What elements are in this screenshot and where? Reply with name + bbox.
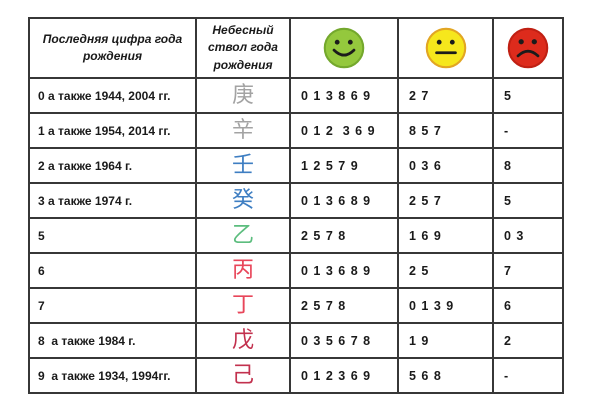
neutral-cell: 1 6 9 [397, 217, 494, 254]
neutral-cell: 1 9 [397, 322, 494, 359]
table-row: 2 а также 1964 г. 壬 1 2 5 7 9 0 3 6 8 [28, 147, 564, 184]
header-neutral [397, 17, 494, 79]
unfavorable-cell: 7 [492, 252, 564, 289]
favorable-cell: 0 1 3 8 6 9 [289, 77, 399, 114]
year-cell: 7 [28, 287, 197, 324]
neutral-cell: 2 5 7 [397, 182, 494, 219]
favorable-cell: 0 1 2 3 6 9 [289, 357, 399, 394]
year-cell: 6 [28, 252, 197, 289]
stem-cell: 丙 [195, 252, 291, 289]
table-row: 8 а также 1984 г. 戊 0 3 5 6 7 8 1 9 2 [28, 322, 564, 359]
neutral-cell: 0 3 6 [397, 147, 494, 184]
favorable-cell: 0 1 3 6 8 9 [289, 182, 399, 219]
sad-face-icon [507, 27, 549, 69]
year-cell: 1 а также 1954, 2014 гг. [28, 112, 197, 149]
year-cell: 5 [28, 217, 197, 254]
table-row: 3 а также 1974 г. 癸 0 1 3 6 8 9 2 5 7 5 [28, 182, 564, 219]
year-cell: 9 а также 1934, 1994гг. [28, 357, 197, 394]
year-cell: 2 а также 1964 г. [28, 147, 197, 184]
favorable-cell: 2 5 7 8 [289, 217, 399, 254]
neutral-cell: 2 5 [397, 252, 494, 289]
header-unfavorable [492, 17, 564, 79]
unfavorable-cell: 0 3 [492, 217, 564, 254]
year-cell: 0 а также 1944, 2004 гг. [28, 77, 197, 114]
unfavorable-cell: 5 [492, 77, 564, 114]
year-cell: 8 а также 1984 г. [28, 322, 197, 359]
stem-cell: 辛 [195, 112, 291, 149]
happy-face-icon [323, 27, 365, 69]
favorable-cell: 0 1 2 3 6 9 [289, 112, 399, 149]
table-row: 7 丁 2 5 7 8 0 1 3 9 6 [28, 287, 564, 324]
unfavorable-cell: 6 [492, 287, 564, 324]
unfavorable-cell: 5 [492, 182, 564, 219]
favorable-cell: 1 2 5 7 9 [289, 147, 399, 184]
stem-cell: 庚 [195, 77, 291, 114]
table-row: 5 乙 2 5 7 8 1 6 9 0 3 [28, 217, 564, 254]
year-cell: 3 а также 1974 г. [28, 182, 197, 219]
unfavorable-cell: - [492, 112, 564, 149]
unfavorable-cell: 8 [492, 147, 564, 184]
heavenly-stems-table: Последняя цифра года рождения Небесный с… [28, 17, 564, 394]
header-row: Последняя цифра года рождения Небесный с… [28, 17, 564, 79]
table-row: 1 а также 1954, 2014 гг. 辛 0 1 2 3 6 9 8… [28, 112, 564, 149]
header-last-digit: Последняя цифра года рождения [28, 17, 197, 79]
favorable-cell: 0 1 3 6 8 9 [289, 252, 399, 289]
stem-cell: 癸 [195, 182, 291, 219]
table-row: 6 丙 0 1 3 6 8 9 2 5 7 [28, 252, 564, 289]
stem-cell: 丁 [195, 287, 291, 324]
neutral-cell: 0 1 3 9 [397, 287, 494, 324]
table-row: 0 а также 1944, 2004 гг. 庚 0 1 3 8 6 9 2… [28, 77, 564, 114]
stem-cell: 壬 [195, 147, 291, 184]
unfavorable-cell: - [492, 357, 564, 394]
stem-cell: 己 [195, 357, 291, 394]
header-favorable [289, 17, 399, 79]
favorable-cell: 0 3 5 6 7 8 [289, 322, 399, 359]
unfavorable-cell: 2 [492, 322, 564, 359]
table-row: 9 а также 1934, 1994гг. 己 0 1 2 3 6 9 5 … [28, 357, 564, 394]
header-heavenly-stem: Небесный ствол года рождения [195, 17, 291, 79]
neutral-face-icon [425, 27, 466, 69]
neutral-cell: 5 6 8 [397, 357, 494, 394]
stem-cell: 戊 [195, 322, 291, 359]
favorable-cell: 2 5 7 8 [289, 287, 399, 324]
neutral-cell: 2 7 [397, 77, 494, 114]
stem-cell: 乙 [195, 217, 291, 254]
neutral-cell: 8 5 7 [397, 112, 494, 149]
